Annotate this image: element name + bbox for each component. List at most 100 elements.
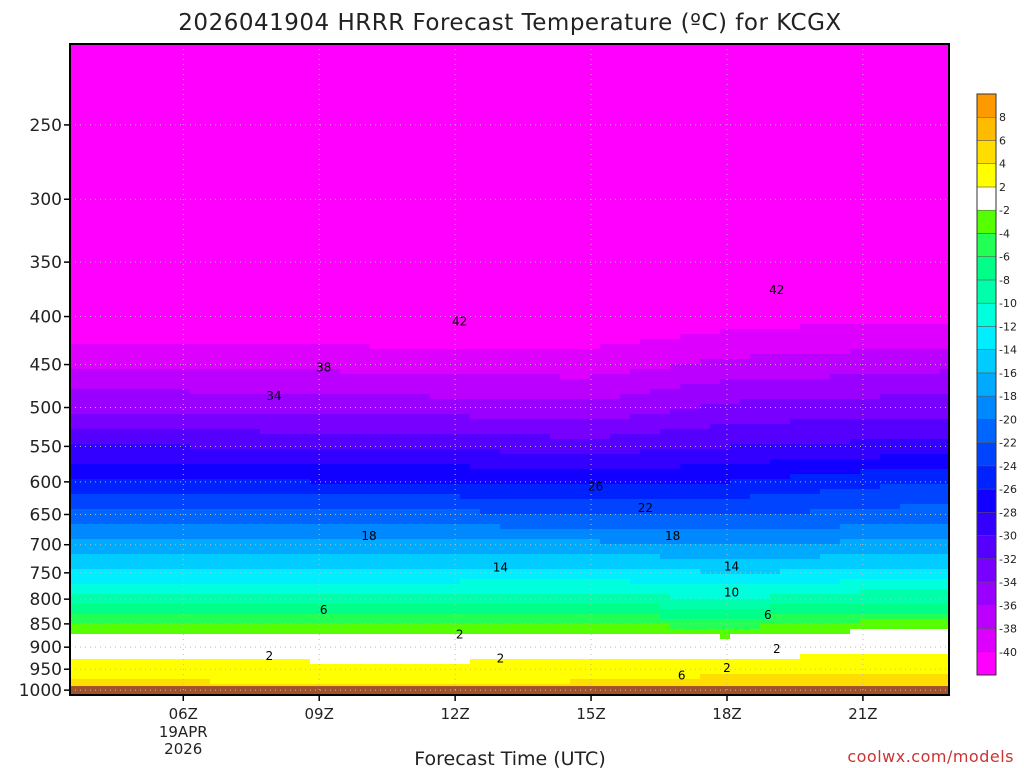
field-cell bbox=[250, 69, 261, 75]
field-cell bbox=[90, 499, 101, 505]
field-cell bbox=[270, 609, 281, 615]
field-cell bbox=[120, 414, 131, 420]
field-cell bbox=[260, 454, 271, 460]
field-cell bbox=[320, 564, 331, 570]
field-cell bbox=[400, 294, 411, 300]
field-cell bbox=[420, 544, 431, 550]
field-cell bbox=[400, 389, 411, 395]
field-cell bbox=[310, 104, 321, 110]
field-cell bbox=[320, 589, 331, 595]
field-cell bbox=[450, 199, 461, 205]
field-cell bbox=[440, 139, 451, 145]
field-cell bbox=[410, 639, 421, 645]
field-cell bbox=[230, 614, 241, 620]
field-cell bbox=[250, 564, 261, 570]
field-cell bbox=[430, 149, 441, 155]
field-cell bbox=[360, 239, 371, 245]
field-cell bbox=[100, 209, 111, 215]
field-cell bbox=[160, 199, 171, 205]
field-cell bbox=[180, 394, 191, 400]
field-cell bbox=[320, 364, 331, 370]
field-cell bbox=[350, 94, 361, 100]
field-cell bbox=[180, 104, 191, 110]
field-cell bbox=[310, 529, 321, 535]
field-cell bbox=[130, 109, 141, 115]
field-cell bbox=[120, 44, 131, 50]
field-cell bbox=[350, 484, 361, 490]
field-cell bbox=[330, 179, 341, 185]
field-cell bbox=[290, 399, 301, 405]
field-cell bbox=[420, 339, 431, 345]
field-cell bbox=[200, 49, 211, 55]
field-cell bbox=[240, 64, 251, 70]
field-cell bbox=[380, 579, 391, 585]
field-cell bbox=[70, 274, 81, 280]
field-cell bbox=[260, 489, 271, 495]
field-cell bbox=[170, 404, 181, 410]
field-cell bbox=[390, 44, 401, 50]
field-cell bbox=[290, 199, 301, 205]
field-cell bbox=[280, 289, 291, 295]
field-cell bbox=[200, 264, 211, 270]
field-cell bbox=[320, 614, 331, 620]
field-cell bbox=[300, 124, 311, 130]
field-cell bbox=[420, 179, 431, 185]
field-cell bbox=[200, 169, 211, 175]
field-cell bbox=[180, 459, 191, 465]
field-cell bbox=[100, 494, 111, 500]
field-cell bbox=[230, 384, 241, 390]
field-cell bbox=[290, 234, 301, 240]
field-cell bbox=[220, 104, 231, 110]
field-cell bbox=[110, 384, 121, 390]
field-cell bbox=[120, 54, 131, 60]
field-cell bbox=[410, 344, 421, 350]
field-cell bbox=[310, 429, 321, 435]
field-cell bbox=[300, 684, 311, 687]
field-cell bbox=[320, 509, 331, 515]
field-cell bbox=[390, 204, 401, 210]
field-cell bbox=[220, 499, 231, 505]
field-cell bbox=[280, 484, 291, 490]
field-cell bbox=[360, 584, 371, 590]
field-cell bbox=[380, 624, 391, 630]
field-cell bbox=[120, 534, 131, 540]
field-cell bbox=[410, 404, 421, 410]
field-cell bbox=[380, 639, 391, 645]
field-cell bbox=[210, 324, 221, 330]
field-cell bbox=[150, 124, 161, 130]
field-cell bbox=[340, 319, 351, 325]
field-cell bbox=[440, 189, 451, 195]
field-cell bbox=[390, 219, 401, 225]
field-cell bbox=[80, 254, 91, 260]
field-cell bbox=[400, 179, 411, 185]
field-cell bbox=[150, 264, 161, 270]
field-cell bbox=[230, 169, 241, 175]
field-cell bbox=[140, 114, 151, 120]
field-cell bbox=[260, 389, 271, 395]
field-cell bbox=[440, 639, 451, 645]
field-cell bbox=[200, 389, 211, 395]
field-cell bbox=[210, 474, 221, 480]
field-cell bbox=[300, 449, 311, 455]
field-cell bbox=[190, 574, 201, 580]
field-cell bbox=[270, 174, 281, 180]
field-cell bbox=[130, 264, 141, 270]
field-cell bbox=[240, 384, 251, 390]
field-cell bbox=[100, 519, 111, 525]
field-cell bbox=[260, 89, 271, 95]
field-cell bbox=[430, 449, 441, 455]
field-cell bbox=[370, 174, 381, 180]
field-cell bbox=[200, 369, 211, 375]
field-cell bbox=[430, 664, 441, 670]
field-cell bbox=[220, 49, 231, 55]
field-cell bbox=[190, 414, 201, 420]
field-cell bbox=[390, 674, 401, 680]
field-cell bbox=[150, 134, 161, 140]
field-cell bbox=[360, 379, 371, 385]
field-cell bbox=[370, 254, 381, 260]
field-cell bbox=[240, 114, 251, 120]
field-cell bbox=[270, 509, 281, 515]
field-cell bbox=[90, 529, 101, 535]
field-cell bbox=[440, 654, 451, 660]
field-cell bbox=[440, 179, 451, 185]
